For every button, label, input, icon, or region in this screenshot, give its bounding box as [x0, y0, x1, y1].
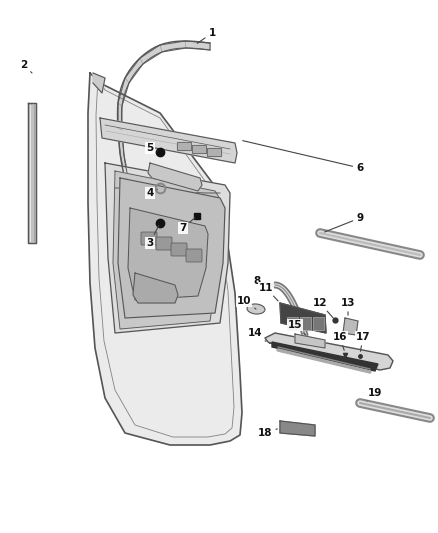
Text: 12: 12 — [313, 298, 333, 318]
Bar — [207, 148, 221, 156]
Polygon shape — [280, 421, 315, 436]
Text: 1: 1 — [197, 28, 215, 43]
Text: 19: 19 — [367, 388, 382, 401]
Bar — [192, 145, 206, 153]
Polygon shape — [88, 73, 242, 445]
Polygon shape — [280, 303, 326, 333]
Bar — [192, 145, 206, 153]
Polygon shape — [272, 342, 378, 371]
Bar — [313, 317, 324, 330]
Polygon shape — [118, 178, 225, 318]
Polygon shape — [118, 41, 210, 228]
Text: 18: 18 — [258, 428, 277, 438]
Text: 8: 8 — [253, 276, 272, 286]
FancyBboxPatch shape — [171, 243, 187, 256]
Text: 11: 11 — [259, 283, 278, 301]
Polygon shape — [343, 318, 358, 335]
Polygon shape — [128, 208, 208, 300]
Polygon shape — [148, 163, 202, 191]
Text: 16: 16 — [333, 332, 347, 350]
Text: 3: 3 — [146, 225, 159, 248]
Bar — [207, 148, 221, 156]
Bar — [177, 142, 191, 150]
Polygon shape — [100, 118, 237, 163]
Bar — [177, 142, 191, 150]
Text: 10: 10 — [237, 296, 256, 309]
Polygon shape — [28, 103, 36, 243]
Polygon shape — [113, 171, 220, 329]
Text: 6: 6 — [243, 141, 364, 173]
Text: 17: 17 — [356, 332, 370, 351]
Polygon shape — [265, 333, 393, 370]
Text: 2: 2 — [21, 60, 32, 73]
Text: 9: 9 — [325, 213, 364, 232]
Polygon shape — [105, 163, 230, 333]
Polygon shape — [295, 334, 325, 348]
Text: 14: 14 — [247, 328, 266, 341]
Bar — [300, 317, 311, 330]
FancyBboxPatch shape — [141, 232, 157, 245]
FancyBboxPatch shape — [156, 237, 172, 250]
Text: 13: 13 — [341, 298, 355, 315]
Bar — [287, 317, 298, 330]
Ellipse shape — [247, 304, 265, 314]
Text: 5: 5 — [146, 143, 157, 153]
Text: 4: 4 — [146, 188, 158, 198]
Text: 15: 15 — [288, 320, 306, 335]
Polygon shape — [148, 198, 168, 233]
Polygon shape — [93, 73, 105, 93]
FancyBboxPatch shape — [186, 249, 202, 262]
Polygon shape — [133, 273, 178, 303]
Text: 7: 7 — [179, 218, 195, 233]
